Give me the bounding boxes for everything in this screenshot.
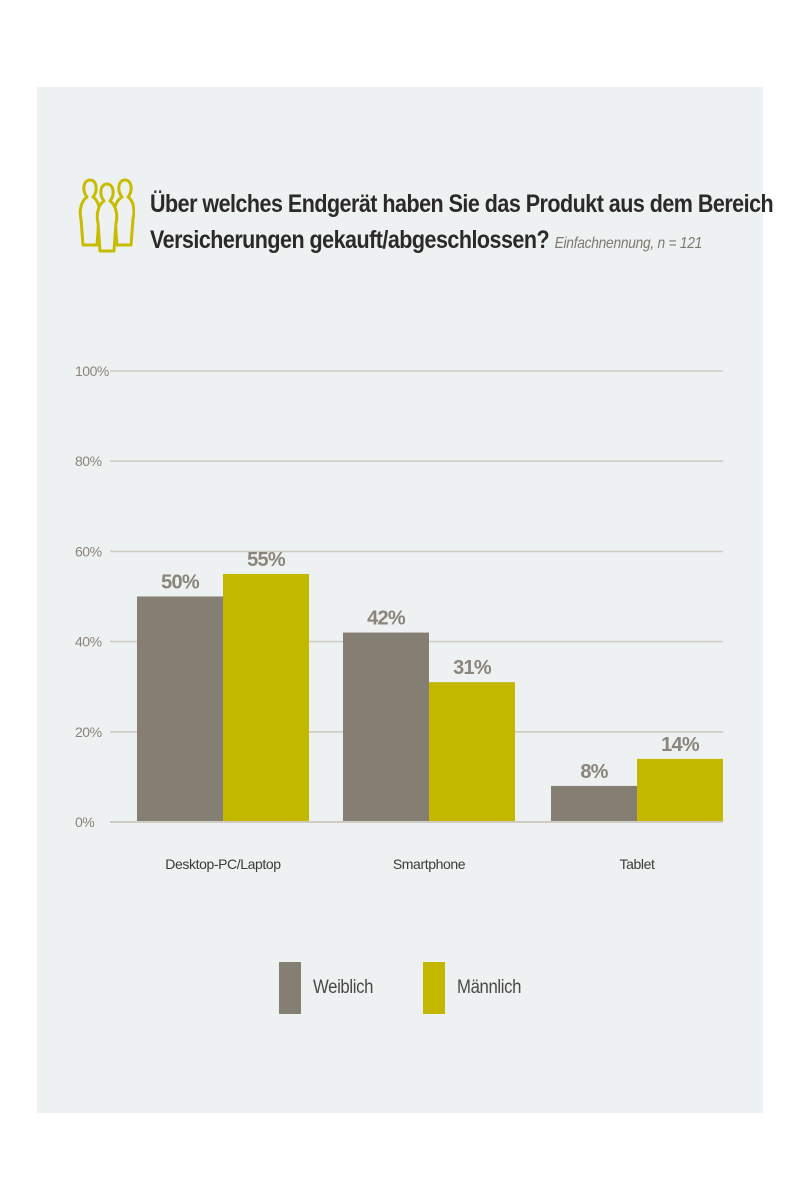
x-category-label: Smartphone <box>393 856 466 872</box>
bar-data-label: 14% <box>661 734 700 756</box>
chart-title: Über welches Endgerät haben Sie das Prod… <box>150 186 774 262</box>
bar-data-label: 31% <box>453 657 492 679</box>
bar-weiblich <box>343 632 429 822</box>
legend-item-weiblich: Weiblich <box>279 962 381 1014</box>
people-group-icon <box>78 178 135 253</box>
y-tick-label: 60% <box>75 543 102 559</box>
y-tick-label: 100% <box>75 363 109 379</box>
y-tick-label: 20% <box>75 724 102 740</box>
bar-data-label: 55% <box>247 549 286 571</box>
x-category-label: Desktop-PC/Laptop <box>165 856 281 872</box>
title-line-1: Über welches Endgerät haben Sie das Prod… <box>150 190 774 218</box>
legend-swatch-maennlich <box>423 962 445 1014</box>
bar-data-label: 8% <box>580 761 608 783</box>
bar-maennlich <box>429 682 515 822</box>
y-tick-label: 80% <box>75 453 102 469</box>
bar-weiblich <box>137 596 223 822</box>
x-category-label: Tablet <box>620 856 655 872</box>
legend-label-maennlich: Männlich <box>457 977 522 998</box>
legend-label-weiblich: Weiblich <box>313 977 374 998</box>
legend: Weiblich Männlich <box>279 962 579 1014</box>
bar-maennlich <box>223 573 309 822</box>
bar-maennlich <box>637 758 723 822</box>
y-tick-label: 0% <box>75 814 94 830</box>
title-line-2: Versicherungen gekauft/abgeschlossen? <box>150 226 550 254</box>
bar-weiblich <box>551 785 637 822</box>
chart-subtitle: Einfachnennung, n = 121 <box>554 235 703 252</box>
y-tick-label: 40% <box>75 634 102 650</box>
legend-item-maennlich: Männlich <box>423 962 530 1014</box>
legend-swatch-weiblich <box>279 962 301 1014</box>
bar-data-label: 42% <box>367 608 406 630</box>
bar-data-label: 50% <box>161 572 200 594</box>
